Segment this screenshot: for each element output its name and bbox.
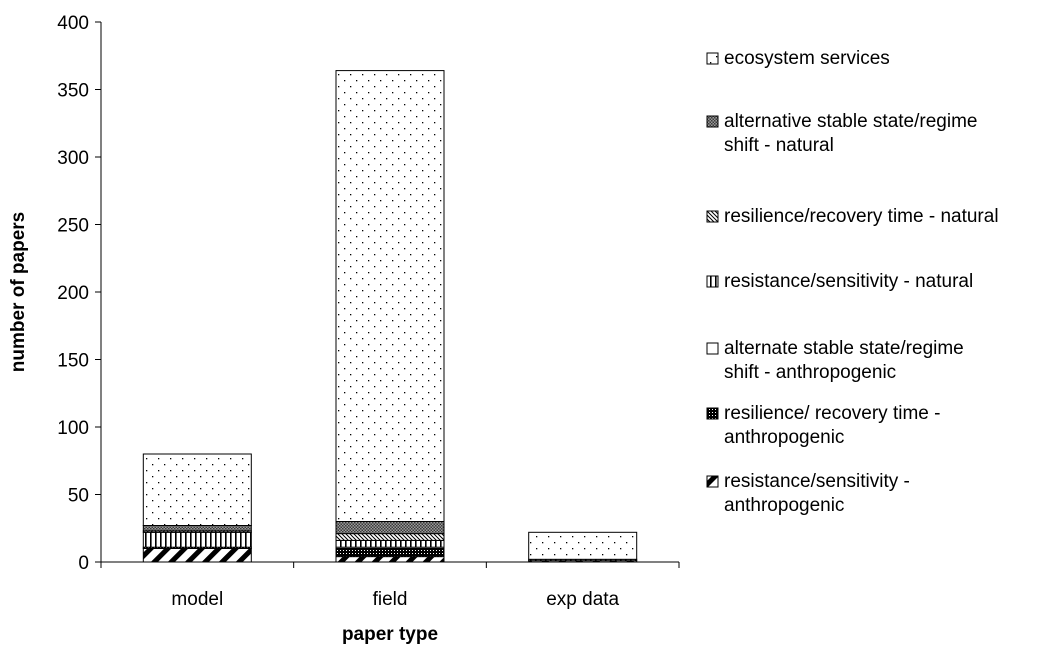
x-tick-label: field	[373, 589, 408, 610]
legend-label: anthropogenic	[724, 495, 844, 516]
bar-model-ecosystem-services	[142, 453, 252, 526]
legend-label: shift - natural	[724, 135, 834, 156]
legend-label: resilience/ recovery time -	[724, 403, 940, 424]
y-tick-label: 300	[57, 148, 89, 169]
legend-label: shift - anthropogenic	[724, 362, 896, 383]
y-tick-label: 400	[57, 13, 89, 34]
legend-item-alternative-stable-state-regime-shift-natural: alternative stable state/regime shift - n…	[706, 111, 977, 156]
legend-label: alternative stable state/regime	[724, 111, 977, 132]
legend-item-ecosystem-services: ecosystem services	[706, 48, 890, 69]
bar-exp-data-ecosystem-services	[528, 531, 638, 560]
bar-field-resilience-recovery-time-anthropogenic	[335, 548, 445, 558]
legend-swatch	[706, 342, 719, 355]
legend-item-resistance-sensitivity-anthropogenic: resistance/sensitivity - anthropogenic	[706, 471, 910, 516]
legend-label: resilience/recovery time - natural	[724, 206, 999, 227]
y-tick-label: 50	[68, 486, 89, 507]
y-tick-label: 150	[57, 351, 89, 372]
legend-label: ecosystem services	[724, 48, 890, 69]
legend-label: resistance/sensitivity - natural	[724, 271, 973, 292]
bar-model-resistance-sensitivity-anthropogenic	[142, 548, 252, 563]
y-tick-label: 350	[57, 81, 89, 102]
bar-model-alternative-stable-state-regime-shift-natural	[142, 525, 252, 532]
legend-label: anthropogenic	[724, 427, 844, 448]
bars-layer	[142, 70, 638, 563]
bar-field-resistance-sensitivity-anthropogenic	[335, 556, 445, 563]
axes-layer: model field exp data 0 50 100 150 200 250 300 350 4…	[57, 13, 680, 610]
legend-label: resistance/sensitivity -	[724, 471, 910, 492]
bar-model-resistance-sensitivity-natural	[142, 531, 252, 548]
y-tick-label: 200	[57, 283, 89, 304]
legend-swatch	[706, 52, 719, 65]
legend: ecosystem services alternative stable sta…	[706, 48, 999, 516]
legend-swatch	[706, 210, 719, 223]
x-tick-label: model	[171, 589, 223, 610]
legend-swatch	[706, 475, 719, 488]
x-axis-title: paper type	[342, 624, 438, 645]
legend-swatch	[706, 275, 719, 288]
bar-field-resistance-sensitivity-natural	[335, 539, 445, 548]
legend-item-alternate-stable-state-regime-shift-anthropogenic: alternate stable state/regime shift - ant…	[706, 338, 964, 383]
legend-item-resistance-sensitivity-natural: resistance/sensitivity - natural	[706, 271, 973, 292]
x-tick-label: exp data	[546, 589, 619, 610]
legend-item-resilience-recovery-time-natural: resilience/recovery time - natural	[706, 206, 999, 227]
y-tick-label: 250	[57, 216, 89, 237]
legend-item-resilience-recovery-time-anthropogenic: resilience/ recovery time - anthropogenic	[706, 403, 940, 448]
bar-field-resilience-recovery-time-natural	[335, 533, 445, 541]
bar-field-alternative-stable-state-regime-shift-natural	[335, 521, 445, 535]
bar-field-ecosystem-services	[335, 70, 445, 522]
legend-label: alternate stable state/regime	[724, 338, 964, 359]
y-axis-title: number of papers	[8, 212, 29, 372]
y-tick-label: 100	[57, 418, 89, 439]
legend-swatch	[706, 407, 719, 420]
y-tick-label: 0	[78, 553, 89, 574]
legend-swatch	[706, 115, 719, 128]
